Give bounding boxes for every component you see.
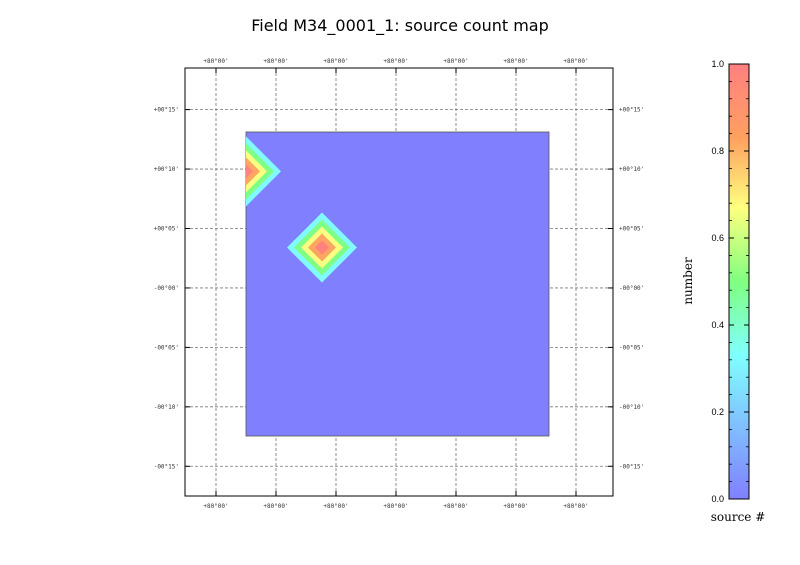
x-tick-label-bottom-2: +80°00' xyxy=(323,503,348,510)
y-tick-label-right-1: +00°10' xyxy=(619,166,644,173)
colorbar-ticks: 0.0 0.2 0.4 0.6 0.8 1.0 xyxy=(711,59,749,504)
y-tick-label-left-5: -00°10' xyxy=(154,404,179,411)
y-tick-label-left-0: +00°15' xyxy=(154,107,179,114)
x-axis-top: +80°00' +80°00' +80°00' +80°00' +80°00' +80°0… xyxy=(203,58,589,73)
colorbar-tick-label-4: 0.8 xyxy=(711,146,724,156)
y-tick-label-right-2: +00°05' xyxy=(619,226,644,233)
y-tick-label-left-6: -00°15' xyxy=(154,463,179,470)
y-tick-label-left-1: +00°10' xyxy=(154,166,179,173)
y-axis-left: +00°15' +00°10' +00°05' -00°00' -00°05' -00°1… xyxy=(154,107,190,470)
colorbar-ylabel: number xyxy=(681,257,695,305)
x-tick-label-bottom-5: +80°00' xyxy=(503,503,528,510)
source-peak-2 xyxy=(287,212,357,283)
x-tick-label-bottom-6: +80°00' xyxy=(563,503,588,510)
x-tick-label-top-5: +80°00' xyxy=(503,58,528,65)
y-tick-label-left-4: -00°05' xyxy=(154,344,179,351)
y-tick-label-left-3: -00°00' xyxy=(154,285,179,292)
chart-title: Field M34_0001_1: source count map xyxy=(251,16,549,36)
y-tick-label-right-6: -00°15' xyxy=(619,463,644,470)
source-1-contour-4 xyxy=(246,164,253,179)
colorbar-tick-label-5: 1.0 xyxy=(711,59,724,69)
y-axis-right: +00°15' +00°10' +00°05' -00°00' -00°05' -00°1… xyxy=(608,107,644,470)
source-2-contour-4 xyxy=(315,240,329,255)
colorbar-xlabel: source # xyxy=(711,510,766,524)
x-tick-label-top-4: +80°00' xyxy=(443,58,468,65)
x-tick-label-bottom-3: +80°00' xyxy=(383,503,408,510)
colorbar-tick-label-2: 0.4 xyxy=(711,320,724,330)
plot-frame xyxy=(184,67,614,497)
y-tick-label-left-2: +00°05' xyxy=(154,226,179,233)
x-tick-label-top-6: +80°00' xyxy=(563,58,588,65)
x-tick-label-top-1: +80°00' xyxy=(263,58,288,65)
y-tick-label-right-0: +00°15' xyxy=(619,107,644,114)
x-tick-label-top-2: +80°00' xyxy=(323,58,348,65)
x-tick-label-bottom-1: +80°00' xyxy=(263,503,288,510)
x-tick-label-top-0: +80°00' xyxy=(203,58,228,65)
colorbar-tick-label-3: 0.6 xyxy=(711,233,724,243)
field-coverage-region xyxy=(245,131,550,437)
y-tick-label-right-5: -00°10' xyxy=(619,404,644,411)
colorbar-tick-label-1: 0.2 xyxy=(711,407,724,417)
colorbar-tick-label-0: 0.0 xyxy=(711,494,724,504)
x-tick-label-bottom-4: +80°00' xyxy=(443,503,468,510)
source-peak-1 xyxy=(246,136,281,207)
x-axis-bottom: +80°00' +80°00' +80°00' +80°00' +80°00' +80°0… xyxy=(203,491,589,510)
x-tick-label-top-3: +80°00' xyxy=(383,58,408,65)
source-markers xyxy=(246,136,357,283)
y-tick-label-right-3: -00°00' xyxy=(619,285,644,292)
y-tick-label-right-4: -00°05' xyxy=(619,344,644,351)
x-tick-label-bottom-0: +80°00' xyxy=(203,503,228,510)
colorbar xyxy=(728,63,750,500)
